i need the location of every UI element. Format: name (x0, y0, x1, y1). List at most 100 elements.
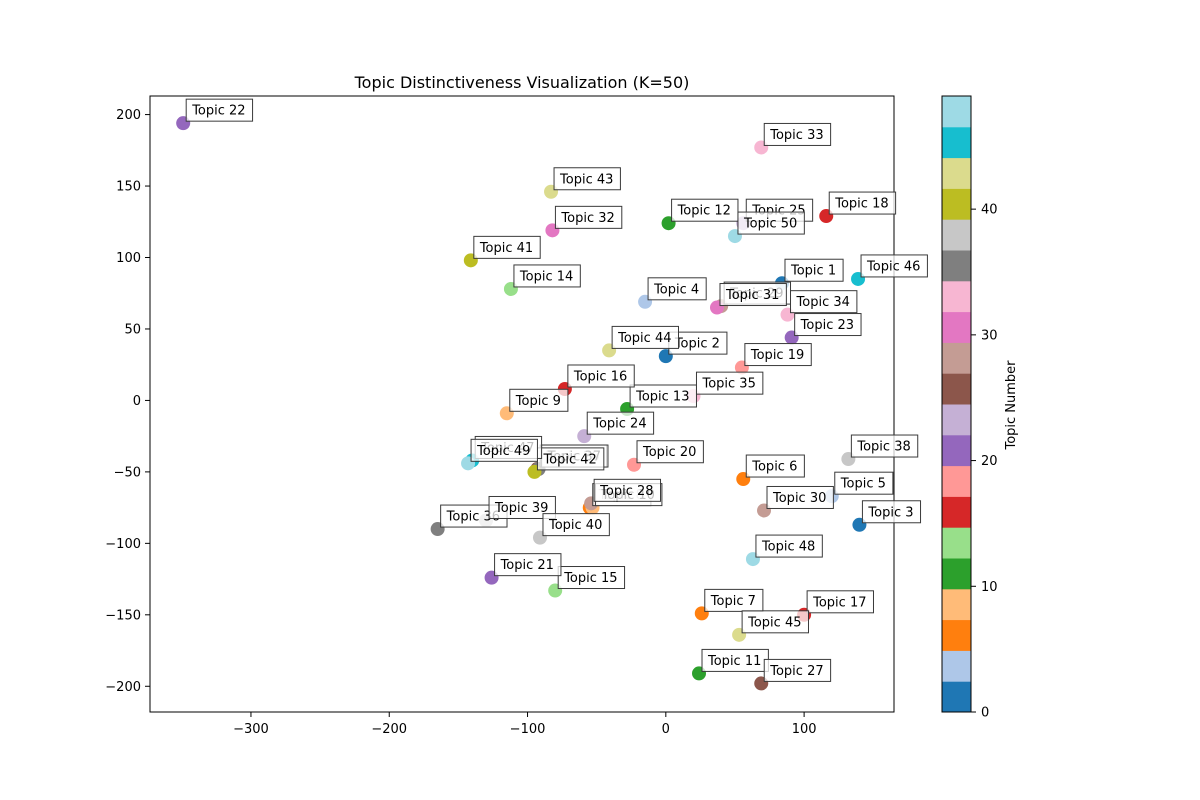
point-label: Topic 45 (747, 615, 801, 630)
point-annotation: Topic 24 (586, 411, 655, 435)
label-box (671, 198, 739, 222)
label-box (488, 495, 556, 519)
colorbar-segment (942, 342, 971, 374)
colorbar-segment (942, 126, 971, 159)
colorbar-tick-label: 40 (981, 203, 998, 218)
point-annotation: Topic 17 (806, 590, 874, 614)
label-box (794, 313, 862, 337)
colorbar: 0 10 20 30 40 (941, 95, 998, 721)
y-axis: −200 −150 −100 −50 0 50 100 150 200 (105, 108, 150, 695)
plot-area (149, 95, 895, 713)
point-label: Topic 12 (677, 204, 731, 219)
label-box (494, 553, 562, 577)
colorbar-tick-label: 10 (981, 580, 998, 595)
point-annotation: Topic 13 (629, 384, 697, 408)
point-annotation: Topic 6 (745, 454, 805, 478)
point-label: Topic 27 (769, 664, 823, 679)
label-box (695, 371, 764, 395)
label-box (473, 235, 541, 259)
point-label: Topic 16 (573, 369, 627, 384)
label-box (185, 98, 254, 122)
x-tick-label: 0 (662, 722, 670, 737)
point-label: Topic 17 (812, 595, 866, 610)
x-tick-label: 100 (792, 722, 817, 737)
label-box (629, 384, 697, 408)
point-annotation: Topic 39 (488, 495, 556, 519)
label-box (704, 588, 764, 612)
x-axis: −300 −200 −100 0 100 (233, 712, 817, 737)
label-box (611, 325, 679, 349)
colorbar-segment (942, 619, 971, 651)
point-annotation: Topic 15 (557, 566, 626, 590)
colorbar-segment (942, 219, 971, 251)
point-annotation: Topic 22 (185, 98, 254, 122)
label-box (828, 191, 897, 215)
label-box (766, 485, 834, 509)
point-label: Topic 49 (476, 444, 530, 459)
point-label: Topic 2 (674, 337, 720, 352)
point-label: Topic 44 (617, 331, 671, 346)
point-label: Topic 9 (515, 394, 561, 409)
point-label: Topic 41 (479, 241, 533, 256)
label-box (741, 610, 809, 634)
point-annotation: Topic 35 (695, 371, 764, 395)
colorbar-segment (942, 527, 971, 559)
label-box (470, 438, 538, 462)
point-label: Topic 21 (500, 558, 554, 573)
label-box (554, 205, 623, 229)
label-box (553, 167, 621, 191)
point-annotation: Topic 2 (668, 331, 728, 355)
colorbar-tick-label: 20 (981, 454, 998, 469)
y-tick-label: 200 (116, 108, 141, 123)
colorbar-frame (941, 95, 972, 713)
point-annotation: Topic 20 (636, 440, 704, 464)
point-label: Topic 28 (599, 484, 653, 499)
point-label: Topic 39 (494, 501, 548, 516)
point-label: Topic 14 (519, 269, 573, 284)
label-box (763, 658, 832, 682)
point-label: Topic 23 (800, 318, 854, 333)
y-tick-label: 100 (116, 251, 141, 266)
point-annotation: Topic 48 (755, 534, 823, 558)
colorbar-segment (942, 311, 971, 343)
point-annotation: Topic 33 (763, 122, 832, 146)
point-annotation: Topic 27 (763, 658, 832, 682)
colorbar-segment (942, 558, 971, 590)
point-annotation: Topic 28 (593, 478, 662, 502)
point-annotation: Topic 11 (701, 648, 769, 672)
point-label: Topic 13 (635, 390, 689, 405)
colorbar-segment (942, 434, 971, 467)
point-annotation: Topic 9 (509, 388, 569, 412)
x-tick-label: −200 (371, 722, 407, 737)
colorbar-tick-label: 30 (981, 328, 998, 343)
point-annotation: Topic 43 (553, 167, 621, 191)
y-tick-label: 0 (133, 394, 141, 409)
point-label: Topic 15 (563, 571, 617, 586)
point-annotation: Topic 1 (784, 258, 844, 282)
point-label: Topic 48 (761, 540, 815, 555)
y-tick-label: −100 (105, 537, 141, 552)
label-box (737, 211, 805, 235)
point-labels: Topic 1 Topic 2 Topic 3 Topic 4 Topic 5 Topic… (185, 98, 928, 682)
label-box (542, 513, 610, 537)
colorbar-segment (942, 496, 971, 528)
point-label: Topic 1 (790, 264, 836, 279)
label-box (513, 264, 581, 288)
point-label: Topic 3 (867, 505, 913, 520)
label-box (806, 590, 874, 614)
chart-title: Topic Distinctiveness Visualization (K=5… (354, 73, 690, 92)
colorbar-segment (942, 280, 971, 313)
label-box (744, 343, 812, 367)
point-annotation: Topic 34 (790, 290, 858, 314)
colorbar-segment (942, 465, 971, 497)
point-label: Topic 32 (560, 211, 614, 226)
label-box (755, 534, 823, 558)
point-label: Topic 30 (772, 491, 826, 506)
label-box (860, 254, 928, 278)
colorbar-segment (942, 404, 971, 436)
point-annotation: Topic 16 (567, 364, 635, 388)
point-label: Topic 19 (750, 348, 804, 363)
point-label: Topic 42 (542, 452, 596, 467)
colorbar-segment (942, 373, 971, 405)
